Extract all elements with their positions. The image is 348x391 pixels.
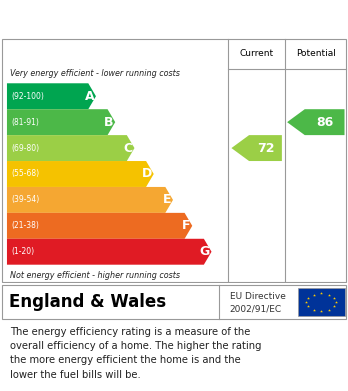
Text: (1-20): (1-20) <box>11 247 34 256</box>
Text: (39-54): (39-54) <box>11 196 39 204</box>
Text: C: C <box>124 142 133 154</box>
Polygon shape <box>7 187 173 213</box>
Text: Very energy efficient - lower running costs: Very energy efficient - lower running co… <box>10 69 180 78</box>
Polygon shape <box>7 83 96 109</box>
Text: (21-38): (21-38) <box>11 221 39 230</box>
Text: D: D <box>142 167 152 181</box>
Polygon shape <box>287 109 345 135</box>
Text: (55-68): (55-68) <box>11 169 39 178</box>
Text: 86: 86 <box>316 116 333 129</box>
Polygon shape <box>231 135 282 161</box>
Polygon shape <box>7 135 134 161</box>
Text: (92-100): (92-100) <box>11 92 44 101</box>
Text: Current: Current <box>239 49 274 58</box>
Polygon shape <box>7 109 115 135</box>
Text: Energy Efficiency Rating: Energy Efficiency Rating <box>10 10 239 28</box>
Text: (81-91): (81-91) <box>11 118 39 127</box>
Text: Not energy efficient - higher running costs: Not energy efficient - higher running co… <box>10 271 181 280</box>
Polygon shape <box>7 239 212 265</box>
Text: (69-80): (69-80) <box>11 143 39 152</box>
Text: The energy efficiency rating is a measure of the
overall efficiency of a home. T: The energy efficiency rating is a measur… <box>10 326 262 380</box>
Text: A: A <box>85 90 94 103</box>
Text: 2002/91/EC: 2002/91/EC <box>230 304 282 313</box>
Text: F: F <box>182 219 190 232</box>
Bar <box>298 288 345 316</box>
Text: Potential: Potential <box>296 49 336 58</box>
Text: B: B <box>104 116 113 129</box>
Text: 72: 72 <box>257 142 274 154</box>
Polygon shape <box>7 213 192 239</box>
Text: E: E <box>163 194 171 206</box>
Polygon shape <box>7 161 154 187</box>
Text: G: G <box>199 245 210 258</box>
Text: EU Directive: EU Directive <box>230 292 286 301</box>
Text: England & Wales: England & Wales <box>9 293 166 311</box>
